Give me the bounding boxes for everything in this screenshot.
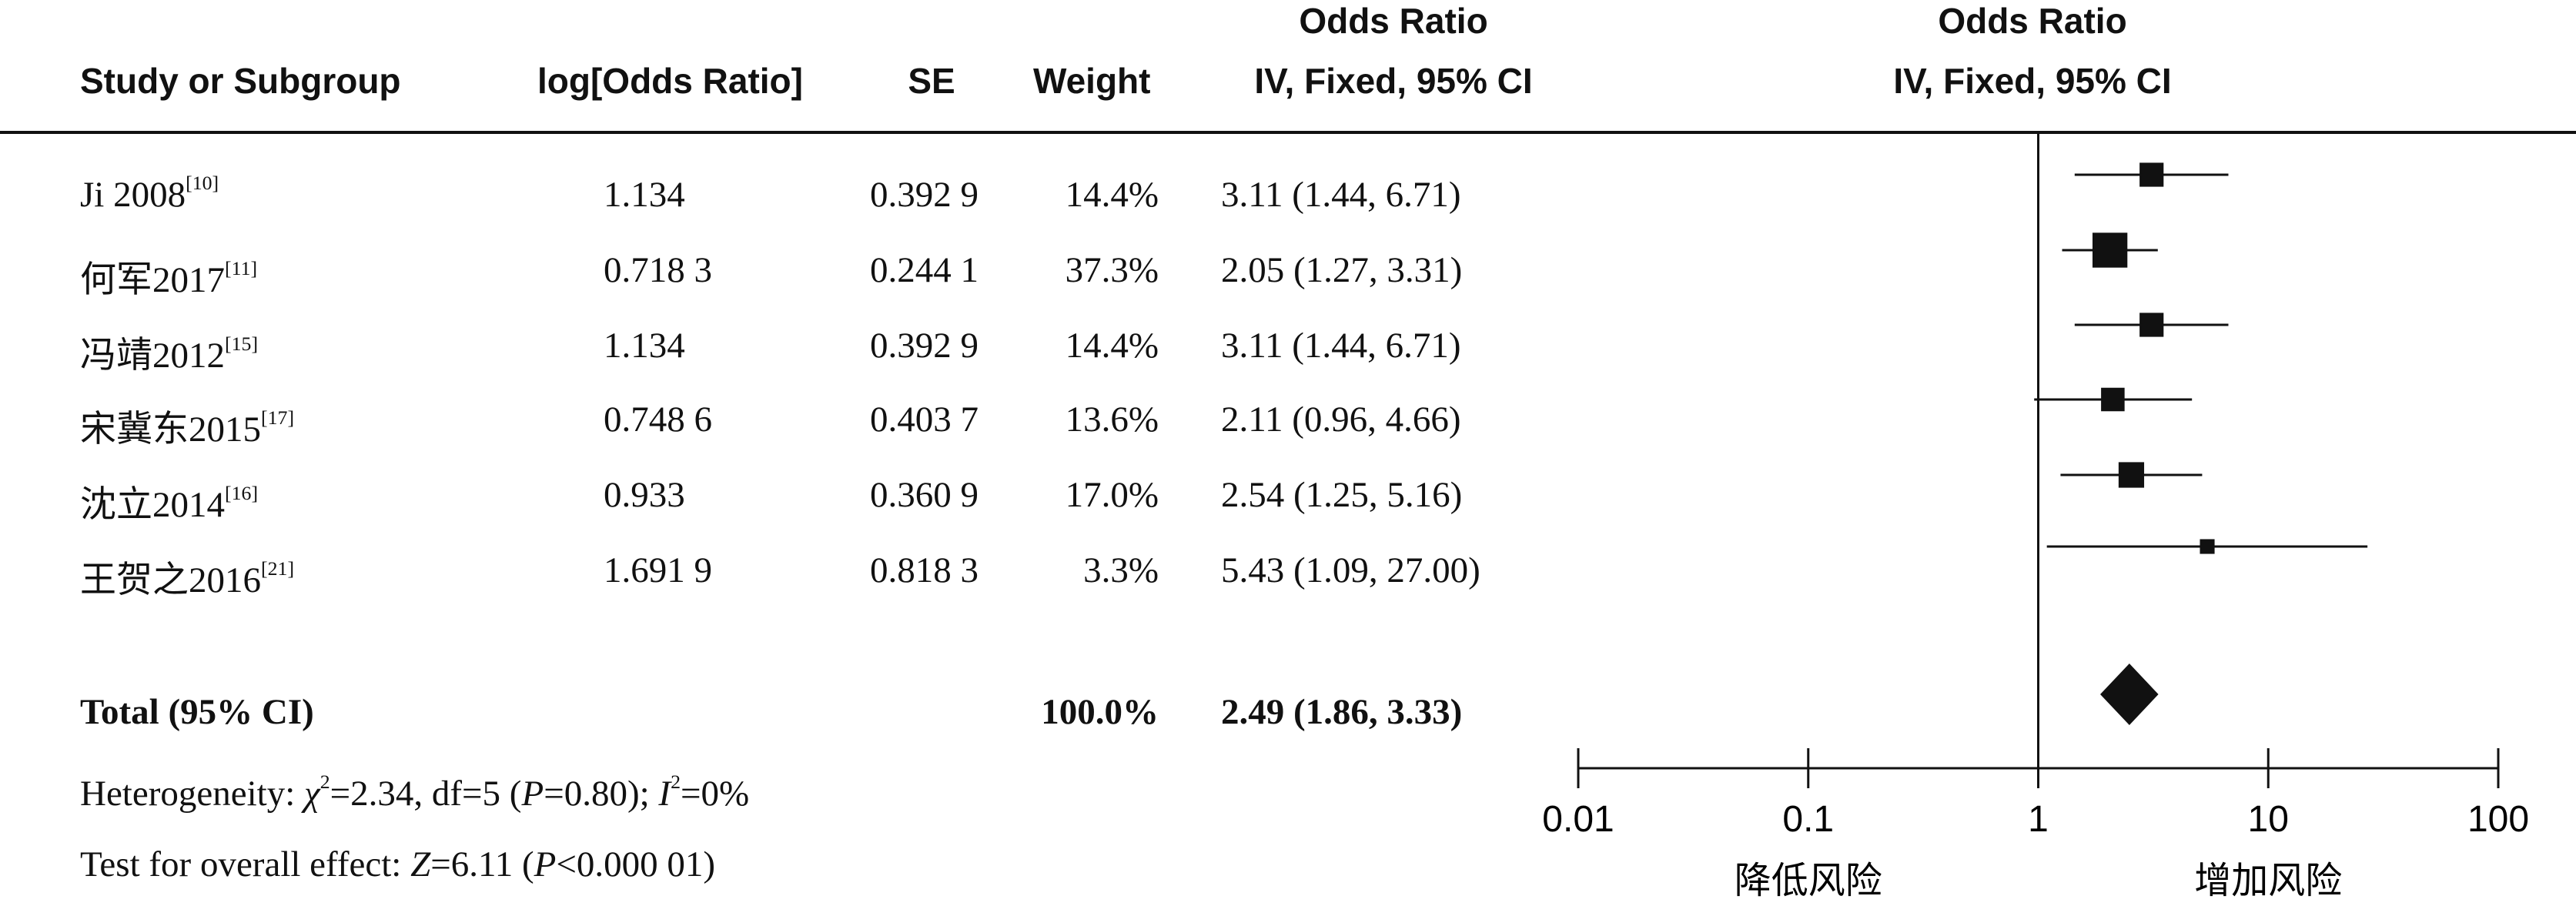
study-weight: 13.6%: [1065, 400, 1159, 440]
header-weight: Weight: [1033, 61, 1151, 101]
study-square: [2101, 387, 2125, 412]
study-se: 0.403 7: [870, 400, 979, 440]
total-ci: 2.49 (1.86, 3.33): [1221, 692, 1463, 732]
study-log-or: 0.748 6: [604, 400, 712, 440]
study-weight: 37.3%: [1065, 250, 1159, 290]
study-name: 宋冀东2015[17]: [80, 406, 295, 450]
pooled-diamond: [2100, 664, 2159, 725]
study-ci: 2.05 (1.27, 3.31): [1221, 250, 1463, 290]
header-se: SE: [908, 61, 955, 101]
x-tick-label: 100: [2467, 799, 2529, 840]
study-ci: 3.11 (1.44, 6.71): [1221, 175, 1461, 215]
x-tick-label: 0.01: [1542, 799, 1614, 840]
right-direction-label: 增加风险: [2194, 861, 2342, 901]
header-plot-method: IV, Fixed, 95% CI: [1893, 61, 2172, 101]
header-or-title: Odds Ratio: [1299, 1, 1488, 41]
study-square: [2118, 462, 2145, 488]
study-log-or: 1.134: [604, 326, 685, 366]
study-square: [2200, 539, 2215, 554]
study-weight: 14.4%: [1065, 326, 1159, 366]
overall-effect-text: Test for overall effect: Z=6.11 (P<0.000…: [80, 844, 716, 884]
header-or-method: IV, Fixed, 95% CI: [1254, 61, 1533, 101]
header-plot-title: Odds Ratio: [1938, 1, 2127, 41]
header-study: Study or Subgroup: [80, 61, 401, 101]
x-tick-label: 10: [2248, 799, 2289, 840]
total-label: Total (95% CI): [80, 692, 314, 732]
study-ci: 3.11 (1.44, 6.71): [1221, 326, 1461, 366]
study-ci: 5.43 (1.09, 27.00): [1221, 550, 1480, 590]
study-se: 0.818 3: [870, 550, 979, 590]
study-square: [2092, 232, 2128, 268]
study-se: 0.392 9: [870, 175, 979, 215]
heterogeneity-text: Heterogeneity: χ2=2.34, df=5 (P=0.80); I…: [80, 771, 750, 814]
study-square: [2139, 162, 2164, 187]
study-log-or: 1.691 9: [604, 550, 712, 590]
study-se: 0.244 1: [870, 250, 979, 290]
study-name: 王贺之2016[21]: [80, 557, 295, 600]
study-log-or: 0.718 3: [604, 250, 712, 290]
study-log-or: 1.134: [604, 175, 685, 215]
study-name: Ji 2008[10]: [80, 172, 219, 215]
x-tick-label: 1: [2028, 799, 2049, 840]
header-log-or: log[Odds Ratio]: [537, 61, 803, 101]
left-direction-label: 降低风险: [1735, 861, 1882, 901]
study-weight: 3.3%: [1083, 550, 1159, 590]
study-ci: 2.11 (0.96, 4.66): [1221, 400, 1461, 440]
study-name: 何军2017[11]: [80, 257, 258, 300]
study-square: [2139, 313, 2164, 337]
study-weight: 17.0%: [1065, 475, 1159, 515]
study-name: 冯靖2012[15]: [80, 333, 259, 376]
study-se: 0.360 9: [870, 475, 979, 515]
study-weight: 14.4%: [1065, 175, 1159, 215]
header-rule: [0, 131, 2576, 134]
study-name: 沈立2014[16]: [80, 482, 259, 525]
x-tick-label: 0.1: [1782, 799, 1834, 840]
study-log-or: 0.933: [604, 475, 685, 515]
study-se: 0.392 9: [870, 326, 979, 366]
total-weight: 100.0%: [1041, 692, 1159, 732]
study-ci: 2.54 (1.25, 5.16): [1221, 475, 1463, 515]
